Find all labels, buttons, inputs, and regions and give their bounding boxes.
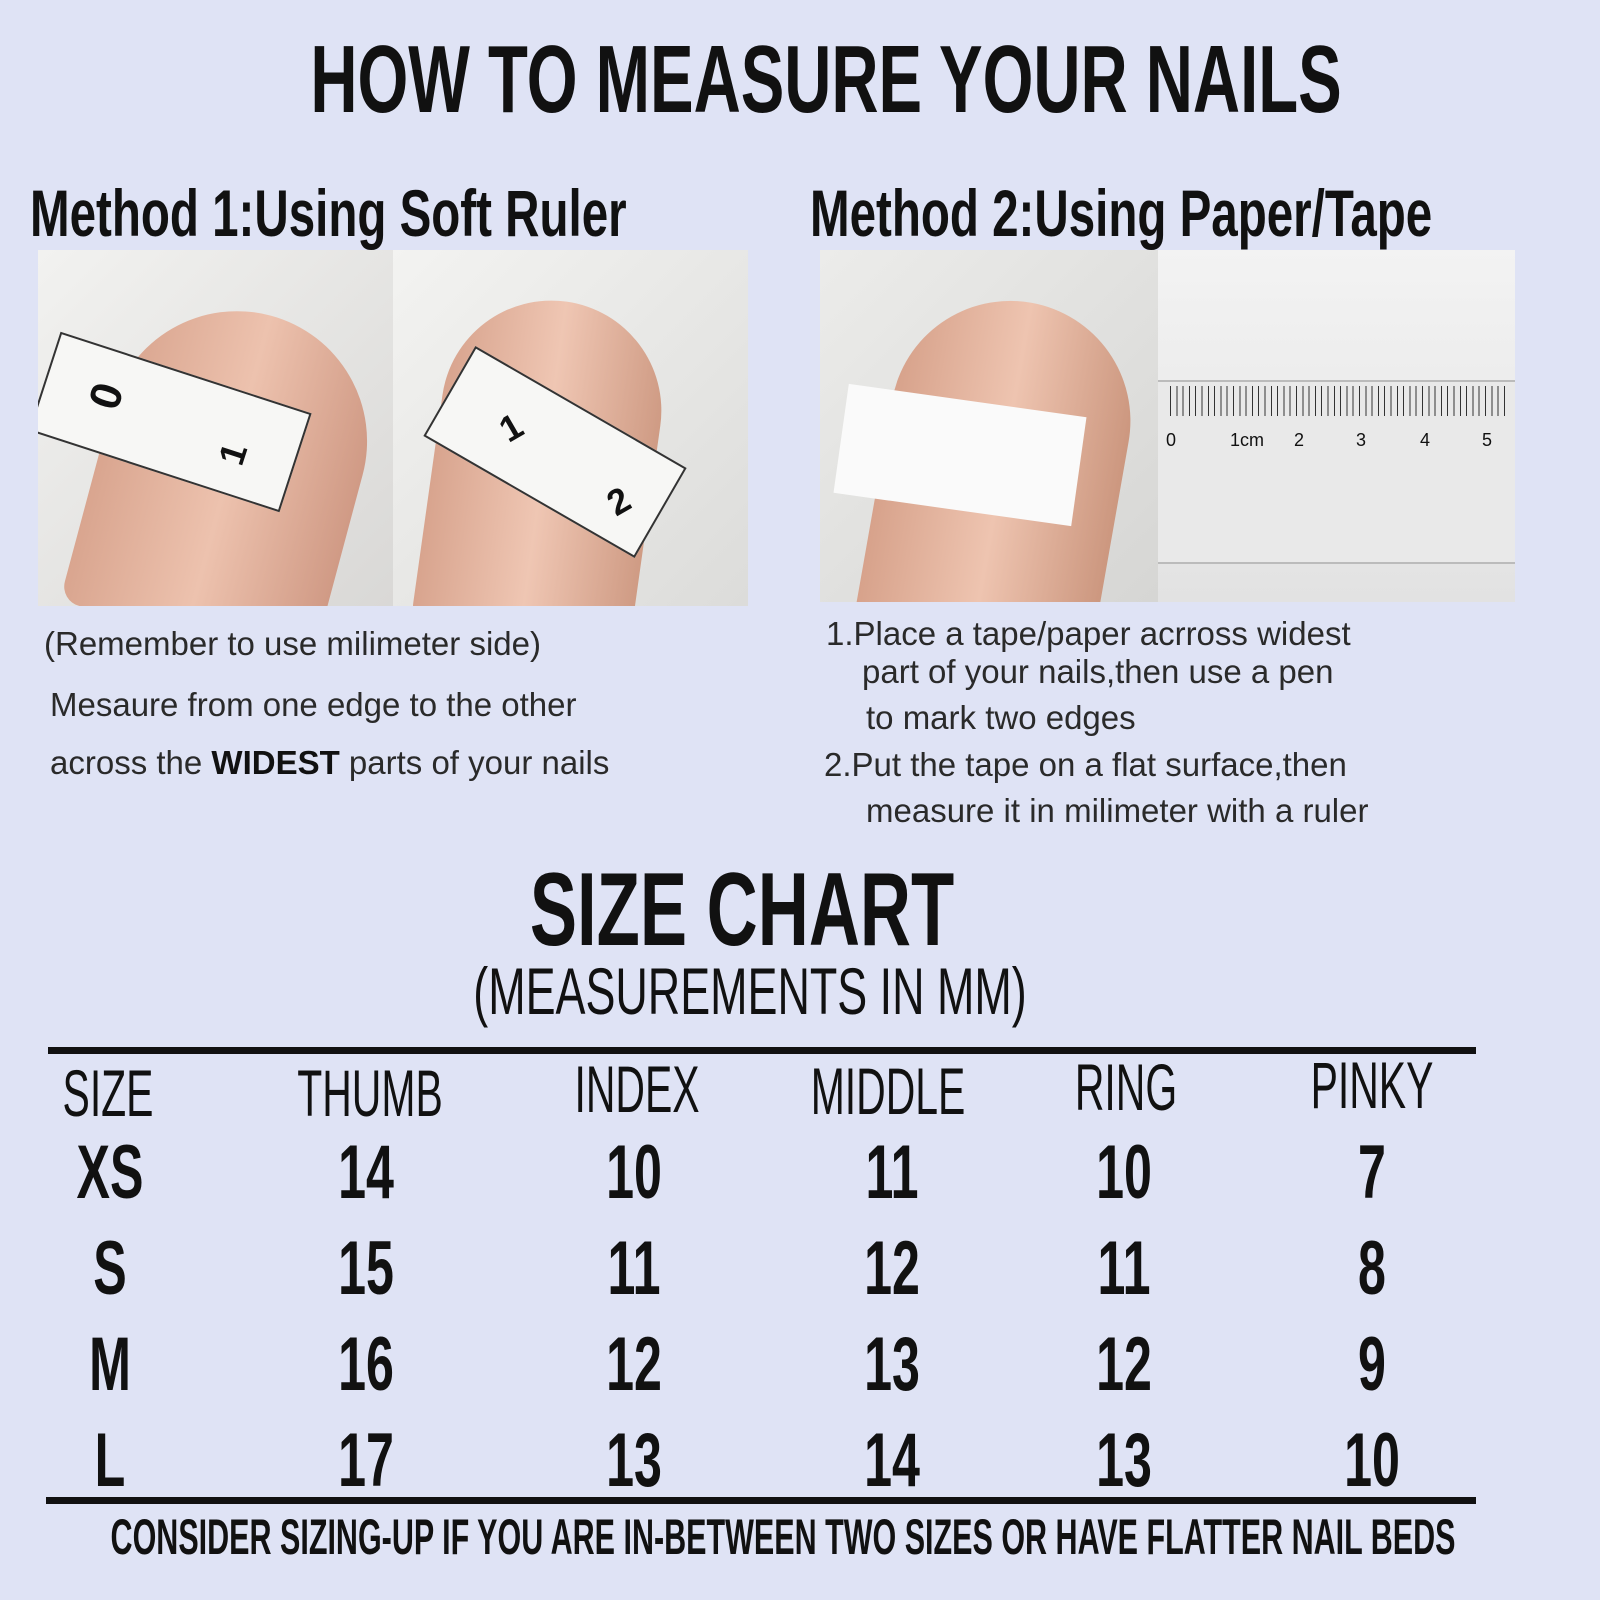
method2-heading: Method 2:Using Paper/Tape	[810, 176, 1433, 250]
cell-size: L	[94, 1418, 126, 1503]
method2-step2-line1: 2.Put the tape on a flat surface,then	[824, 746, 1347, 783]
cell-pinky: 10	[1344, 1418, 1400, 1503]
soft-ruler-photo-1: 0 1	[38, 250, 393, 606]
size-chart-subtitle: (MEASUREMENTS IN MM)	[473, 954, 1027, 1028]
method1-line1: Mesaure from one edge to the other	[50, 686, 577, 723]
cell-index: 11	[607, 1226, 661, 1311]
sizing-tip-footer: CONSIDER SIZING-UP IF YOU ARE IN-BETWEEN…	[110, 1509, 1456, 1565]
cell-middle: 12	[864, 1226, 920, 1311]
col-header-index: INDEX	[574, 1052, 700, 1126]
cell-size: M	[89, 1322, 131, 1407]
cell-index: 13	[606, 1418, 662, 1503]
cell-ring: 10	[1096, 1130, 1152, 1215]
cell-ring: 13	[1096, 1418, 1152, 1503]
cell-pinky: 8	[1358, 1226, 1386, 1311]
method2-step2-line2: measure it in milimeter with a ruler	[866, 792, 1369, 829]
method1-note: (Remember to use milimeter side)	[44, 625, 541, 662]
method1-line2: across the WIDEST parts of your nails	[50, 744, 610, 781]
cell-ring: 12	[1096, 1322, 1152, 1407]
method2-step1-line1: 1.Place a tape/paper acrross widest	[826, 615, 1351, 652]
paper-tape-photo	[820, 250, 1158, 602]
cell-pinky: 7	[1358, 1130, 1386, 1215]
cell-size: S	[93, 1226, 127, 1311]
cell-size: XS	[76, 1130, 144, 1215]
col-header-size: SIZE	[62, 1056, 154, 1130]
cell-ring: 11	[1097, 1226, 1151, 1311]
col-header-middle: MIDDLE	[810, 1054, 966, 1128]
page-title: HOW TO MEASURE YOUR NAILS	[310, 26, 1342, 133]
cell-index: 10	[606, 1130, 662, 1215]
cell-thumb: 16	[338, 1322, 394, 1407]
cell-middle: 13	[864, 1322, 920, 1407]
ruler: 0 1cm 2 3 4 5	[1158, 380, 1515, 564]
table-top-rule	[48, 1047, 1476, 1054]
method2-step1-line2: part of your nails,then use a pen	[862, 653, 1334, 690]
cell-middle: 11	[865, 1130, 919, 1215]
method1-heading: Method 1:Using Soft Ruler	[30, 176, 627, 250]
ruler-photo: 0 1cm 2 3 4 5	[1158, 250, 1515, 602]
cell-middle: 14	[864, 1418, 920, 1503]
cell-pinky: 9	[1358, 1322, 1386, 1407]
soft-ruler-photo-2: 1 2	[393, 250, 748, 606]
table-bottom-rule	[46, 1497, 1476, 1504]
col-header-pinky: PINKY	[1310, 1048, 1434, 1122]
cell-thumb: 14	[338, 1130, 394, 1215]
cell-index: 12	[606, 1322, 662, 1407]
col-header-thumb: THUMB	[297, 1056, 443, 1130]
cell-thumb: 15	[338, 1226, 394, 1311]
col-header-ring: RING	[1074, 1050, 1178, 1124]
cell-thumb: 17	[338, 1418, 394, 1503]
method2-step1-line3: to mark two edges	[866, 699, 1136, 736]
size-chart-title: SIZE CHART	[529, 852, 955, 968]
